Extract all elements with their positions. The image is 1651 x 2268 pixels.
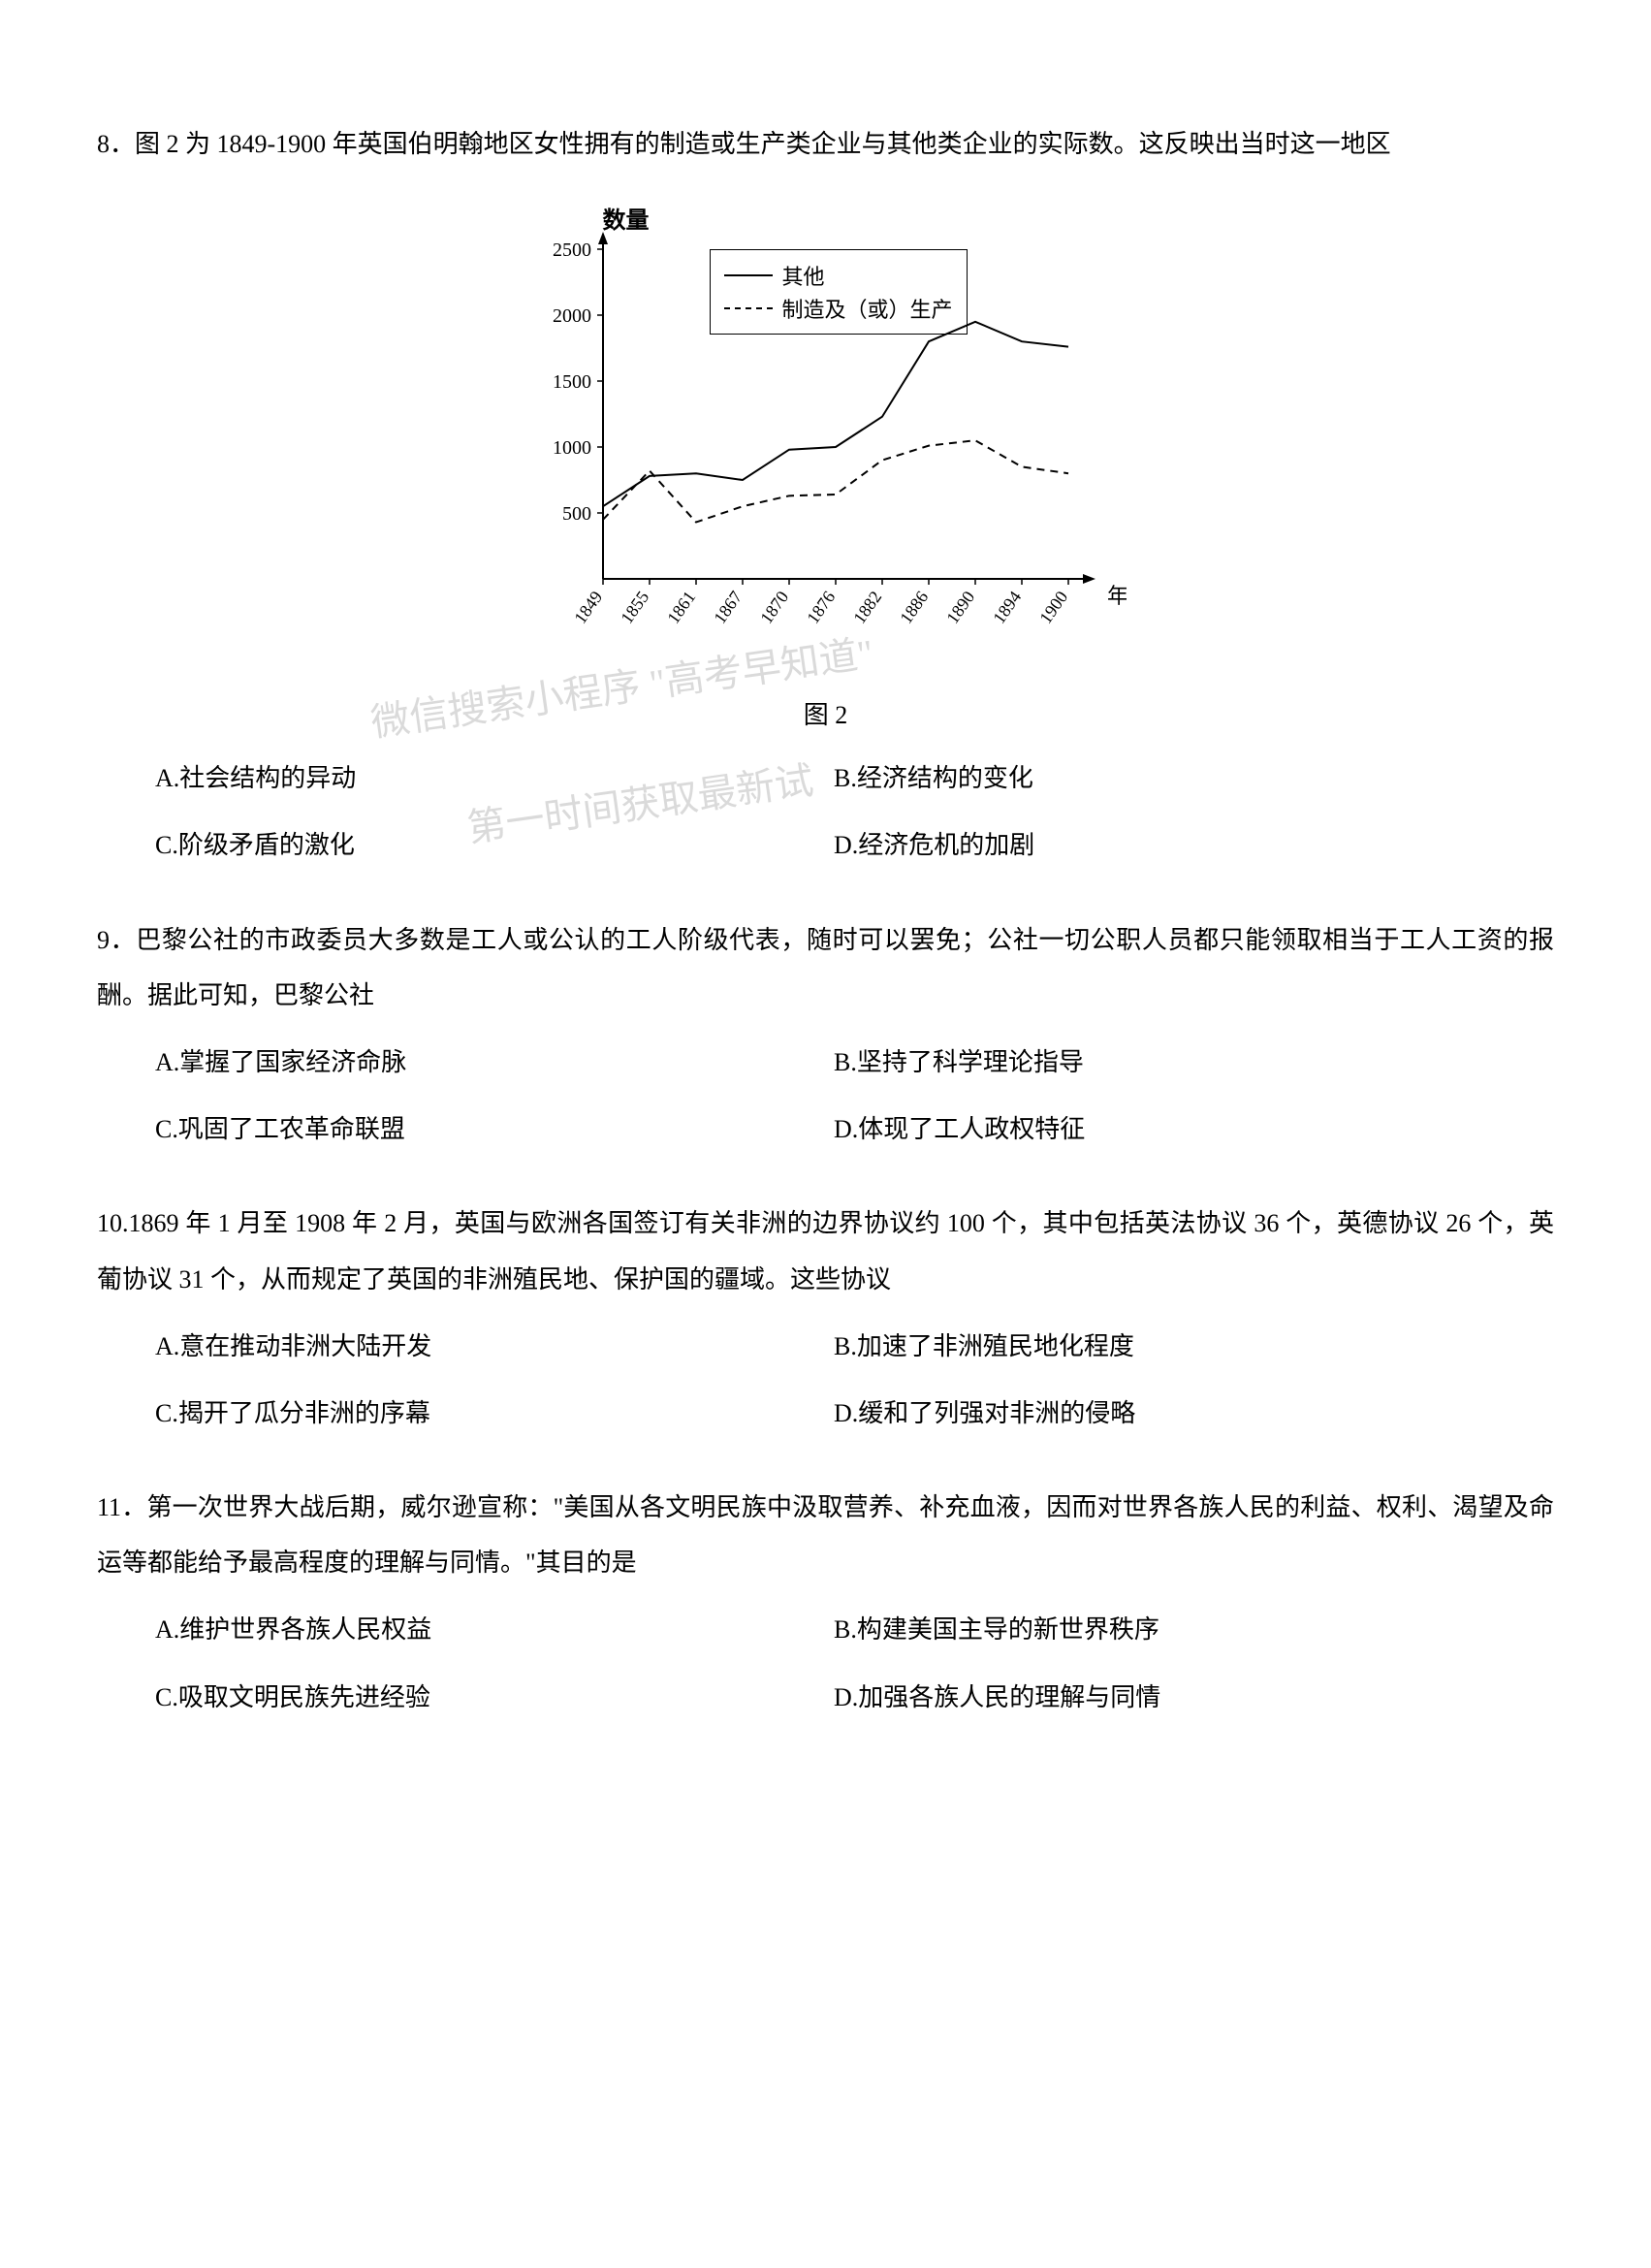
q8-option-b: B.经济结构的变化 bbox=[834, 751, 1554, 806]
q9-option-c: C.巩固了工农革命联盟 bbox=[155, 1102, 834, 1157]
q9-text: 9．巴黎公社的市政委员大多数是工人或公认的工人阶级代表，随时可以罢免；公社一切公… bbox=[97, 912, 1554, 1023]
q10-options-row1: A.意在推动非洲大陆开发 B.加速了非洲殖民地化程度 bbox=[155, 1319, 1554, 1374]
q8-options-row1: A.社会结构的异动 B.经济结构的变化 bbox=[155, 751, 1554, 806]
svg-text:年份: 年份 bbox=[1107, 584, 1127, 608]
q8-options-row2: C.阶级矛盾的激化 D.经济危机的加剧 bbox=[155, 817, 1554, 873]
q8-option-a: A.社会结构的异动 bbox=[155, 751, 834, 806]
line-chart: 数量 其他 制造及（或）生产 5001000150020002500184918… bbox=[525, 201, 1127, 666]
q8-number: 8． bbox=[97, 130, 135, 158]
svg-text:1900: 1900 bbox=[1035, 588, 1071, 627]
q11-options-row2: C.吸取文明民族先进经验 D.加强各族人民的理解与同情 bbox=[155, 1670, 1554, 1725]
q8-option-d: D.经济危机的加剧 bbox=[834, 817, 1554, 873]
svg-text:1882: 1882 bbox=[849, 588, 885, 627]
svg-text:2000: 2000 bbox=[553, 305, 591, 327]
svg-text:1894: 1894 bbox=[989, 588, 1025, 627]
q9-option-a: A.掌握了国家经济命脉 bbox=[155, 1035, 834, 1090]
q9-number: 9． bbox=[97, 926, 136, 954]
q9-option-b: B.坚持了科学理论指导 bbox=[834, 1035, 1554, 1090]
q11-option-a: A.维护世界各族人民权益 bbox=[155, 1602, 834, 1657]
question-11: 11．第一次世界大战后期，威尔逊宣称："美国从各文明民族中汲取营养、补充血液，因… bbox=[97, 1480, 1554, 1725]
q11-text: 11．第一次世界大战后期，威尔逊宣称："美国从各文明民族中汲取营养、补充血液，因… bbox=[97, 1480, 1554, 1590]
q9-option-d: D.体现了工人政权特征 bbox=[834, 1102, 1554, 1157]
svg-text:1890: 1890 bbox=[942, 588, 978, 627]
question-9: 9．巴黎公社的市政委员大多数是工人或公认的工人阶级代表，随时可以罢免；公社一切公… bbox=[97, 912, 1554, 1158]
svg-text:1867: 1867 bbox=[710, 588, 746, 627]
q11-options-row1: A.维护世界各族人民权益 B.构建美国主导的新世界秩序 bbox=[155, 1602, 1554, 1657]
q10-option-a: A.意在推动非洲大陆开发 bbox=[155, 1319, 834, 1374]
q11-body: 第一次世界大战后期，威尔逊宣称："美国从各文明民族中汲取营养、补充血液，因而对世… bbox=[97, 1493, 1554, 1577]
svg-text:1870: 1870 bbox=[756, 588, 792, 627]
q11-option-b: B.构建美国主导的新世界秩序 bbox=[834, 1602, 1554, 1657]
svg-text:1000: 1000 bbox=[553, 437, 591, 459]
q10-option-b: B.加速了非洲殖民地化程度 bbox=[834, 1319, 1554, 1374]
svg-text:500: 500 bbox=[562, 503, 591, 525]
q10-text: 10.1869 年 1 月至 1908 年 2 月，英国与欧洲各国签订有关非洲的… bbox=[97, 1196, 1554, 1306]
q8-body: 图 2 为 1849-1900 年英国伯明翰地区女性拥有的制造或生产类企业与其他… bbox=[135, 130, 1391, 158]
svg-text:2500: 2500 bbox=[553, 240, 591, 261]
q9-options-row1: A.掌握了国家经济命脉 B.坚持了科学理论指导 bbox=[155, 1035, 1554, 1090]
svg-text:1886: 1886 bbox=[896, 588, 932, 627]
svg-text:1855: 1855 bbox=[617, 588, 652, 627]
svg-text:1500: 1500 bbox=[553, 371, 591, 393]
q10-options-row2: C.揭开了瓜分非洲的序幕 D.缓和了列强对非洲的侵略 bbox=[155, 1386, 1554, 1441]
question-10: 10.1869 年 1 月至 1908 年 2 月，英国与欧洲各国签订有关非洲的… bbox=[97, 1196, 1554, 1441]
q11-option-c: C.吸取文明民族先进经验 bbox=[155, 1670, 834, 1725]
q11-option-d: D.加强各族人民的理解与同情 bbox=[834, 1670, 1554, 1725]
q10-body: 1869 年 1 月至 1908 年 2 月，英国与欧洲各国签订有关非洲的边界协… bbox=[97, 1209, 1554, 1293]
q11-number: 11． bbox=[97, 1493, 146, 1521]
q9-options-row2: C.巩固了工农革命联盟 D.体现了工人政权特征 bbox=[155, 1102, 1554, 1157]
chart-svg: 500 1000 1500 2000 2500 1849 1855 1861 1867 1870 1… bbox=[525, 230, 1127, 666]
chart-container: 数量 其他 制造及（或）生产 5001000150020002500184918… bbox=[97, 201, 1554, 666]
watermark-area: 图 2 微信搜索小程序 "高考早知道" 第一时间获取最新试 A.社会结构的异动 … bbox=[97, 695, 1554, 873]
q10-option-c: C.揭开了瓜分非洲的序幕 bbox=[155, 1386, 834, 1441]
svg-text:1849: 1849 bbox=[570, 588, 606, 627]
q8-option-c: C.阶级矛盾的激化 bbox=[155, 817, 834, 873]
q10-number: 10. bbox=[97, 1209, 129, 1237]
q10-option-d: D.缓和了列强对非洲的侵略 bbox=[834, 1386, 1554, 1441]
svg-text:1861: 1861 bbox=[663, 588, 699, 627]
q8-text: 8．图 2 为 1849-1900 年英国伯明翰地区女性拥有的制造或生产类企业与… bbox=[97, 116, 1554, 172]
q9-body: 巴黎公社的市政委员大多数是工人或公认的工人阶级代表，随时可以罢免；公社一切公职人… bbox=[97, 926, 1554, 1009]
figure-caption: 图 2 bbox=[97, 695, 1554, 731]
question-8: 8．图 2 为 1849-1900 年英国伯明翰地区女性拥有的制造或生产类企业与… bbox=[97, 116, 1554, 874]
svg-text:1876: 1876 bbox=[803, 588, 839, 627]
